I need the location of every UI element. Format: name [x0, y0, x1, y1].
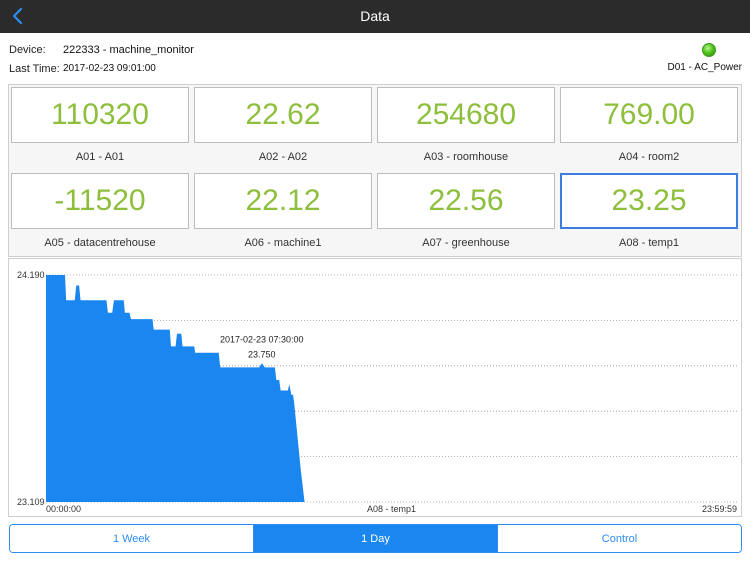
status-label: D01 - AC_Power — [667, 62, 742, 73]
sensor-label: A07 - greenhouse — [422, 237, 510, 249]
sensor-value: 22.12 — [194, 173, 372, 229]
sensor-tile[interactable]: -11520 A05 - datacentrehouse — [9, 171, 191, 257]
sensor-value: 769.00 — [560, 87, 738, 143]
range-tabs: 1 Week 1 Day Control — [9, 524, 742, 553]
sensor-tile-selected[interactable]: 23.25 A08 - temp1 — [558, 171, 740, 257]
device-info: Device: 222333 - machine_monitor Last Ti… — [0, 33, 750, 83]
trend-chart[interactable]: 24.190 23.109 00:00:00 23:59:59 A08 - te… — [8, 258, 742, 517]
chevron-left-icon[interactable] — [8, 4, 30, 28]
sensor-label: A02 - A02 — [258, 151, 308, 163]
sensor-label: A06 - machine1 — [244, 237, 322, 249]
tab-1-week[interactable]: 1 Week — [10, 525, 254, 552]
page-title: Data — [360, 8, 390, 24]
sensor-value: -11520 — [11, 173, 189, 229]
nav-bar: Data — [0, 0, 750, 33]
sensor-label: A03 - roomhouse — [423, 151, 509, 163]
last-time-label: Last Time: — [9, 63, 60, 75]
sensor-tile[interactable]: 22.12 A06 - machine1 — [192, 171, 374, 257]
tooltip-time: 2017-02-23 07:30:00 — [220, 334, 304, 344]
sensor-label: A04 - room2 — [618, 151, 680, 163]
sensor-value: 22.62 — [194, 87, 372, 143]
chart-svg[interactable]: 24.190 23.109 00:00:00 23:59:59 A08 - te… — [9, 259, 741, 516]
sensor-label: A01 - A01 — [75, 151, 125, 163]
x-axis-series-label: A08 - temp1 — [367, 504, 416, 514]
sensor-grid: 110320 A01 - A01 22.62 A02 - A02 254680 … — [8, 84, 742, 257]
device-label: Device: — [9, 44, 46, 56]
sensor-tile[interactable]: 22.62 A02 - A02 — [192, 85, 374, 171]
x-axis-end-label: 23:59:59 — [702, 504, 737, 514]
status-led-icon — [702, 43, 716, 57]
sensor-tile[interactable]: 254680 A03 - roomhouse — [375, 85, 557, 171]
sensor-value: 23.25 — [560, 173, 738, 229]
y-axis-max-label: 24.190 — [17, 270, 45, 280]
sensor-tile[interactable]: 110320 A01 - A01 — [9, 85, 191, 171]
tooltip-value: 23.750 — [248, 349, 276, 359]
sensor-label: A08 - temp1 — [619, 237, 679, 249]
sensor-value: 254680 — [377, 87, 555, 143]
sensor-value: 110320 — [11, 87, 189, 143]
tab-control[interactable]: Control — [498, 525, 741, 552]
tab-1-day[interactable]: 1 Day — [254, 525, 498, 552]
last-time-value: 2017-02-23 09:01:00 — [63, 63, 156, 74]
chart-gridlines — [46, 274, 737, 503]
sensor-label: A05 - datacentrehouse — [44, 237, 156, 249]
temp1-area-series — [46, 275, 305, 502]
y-axis-min-label: 23.109 — [17, 497, 45, 507]
device-value: 222333 - machine_monitor — [63, 44, 194, 56]
sensor-tile[interactable]: 769.00 A04 - room2 — [558, 85, 740, 171]
sensor-tile[interactable]: 22.56 A07 - greenhouse — [375, 171, 557, 257]
sensor-value: 22.56 — [377, 173, 555, 229]
x-axis-start-label: 00:00:00 — [46, 504, 81, 514]
